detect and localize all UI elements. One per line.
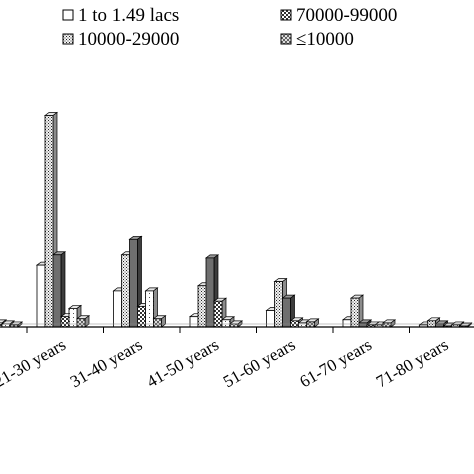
bar-5-2 [349,294,365,328]
x-tick-label: 41-50 years [143,335,222,391]
legend: 1 to 1.49 lacs 70000-99000 10000-29000 ≤… [62,5,397,50]
x-axis [0,323,474,333]
legend-swatch-dots [62,33,74,45]
x-tick-label: 31-40 years [67,335,146,391]
legend-item-70000-99000: 70000-99000 [280,5,397,26]
legend-swatch-checker [280,9,292,21]
legend-label: 10000-29000 [78,29,179,50]
legend-item-10000-29000: 10000-29000 [62,29,179,50]
bar-5-6 [381,319,397,328]
x-tick-label: 61-70 years [296,335,375,391]
legend-swatch-white [62,9,74,21]
legend-item-1-to-1-49-lacs: 1 to 1.49 lacs [62,5,179,26]
legend-label: ≤10000 [296,29,354,50]
x-tick-label: 71-80 years [373,335,452,391]
bars-layer [0,111,473,328]
x-tick-label: 21-30 years [0,335,69,391]
legend-label: 1 to 1.49 lacs [78,5,179,26]
bar-2-6 [152,315,167,328]
legend-label: 70000-99000 [296,5,397,26]
x-tick-label: 51-60 years [220,335,299,391]
bar-4-6 [305,318,320,328]
bar-1-6 [75,315,91,328]
legend-swatch-crosshatch [280,33,292,45]
legend-item-le-10000: ≤10000 [280,29,354,50]
